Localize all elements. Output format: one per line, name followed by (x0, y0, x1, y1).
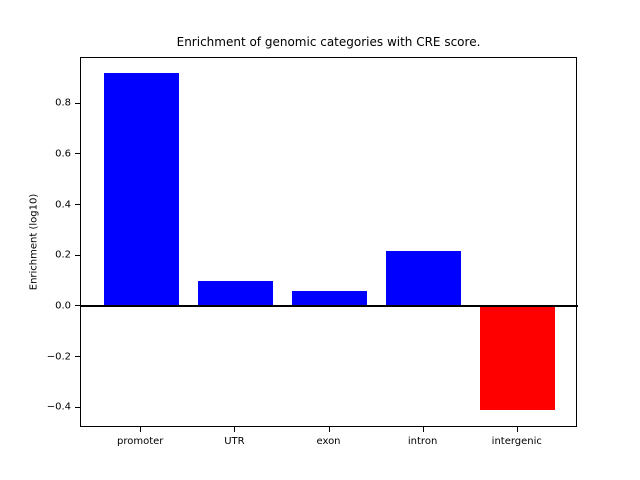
y-tick-mark (75, 153, 80, 155)
x-tick-label-intergenic: intergenic (491, 436, 542, 447)
x-tick-mark (516, 427, 518, 432)
x-tick-label-promoter: promoter (116, 436, 164, 447)
x-tick-label-exon: exon (316, 436, 341, 447)
y-tick-mark (75, 356, 80, 357)
bar-intergenic (480, 306, 556, 411)
y-tick-mark (75, 204, 80, 205)
y-tick-label: 0.2 (55, 249, 71, 261)
x-tick-label-intron: intron (407, 436, 438, 447)
y-tick-mark (75, 305, 80, 307)
x-tick-mark (234, 427, 236, 432)
bar-UTR (197, 281, 273, 307)
x-tick-mark (422, 427, 424, 432)
bar-intron (386, 250, 462, 307)
bar-promoter (103, 73, 179, 307)
y-tick-label: 0.0 (55, 300, 71, 312)
y-tick-mark (75, 102, 80, 104)
y-tick-label: 0.8 (55, 97, 71, 109)
x-tick-label-UTR: UTR (224, 436, 245, 447)
y-tick-label: 0.4 (55, 199, 71, 210)
bar-exon (291, 291, 368, 307)
y-tick-label: −0.4 (46, 401, 71, 413)
y-tick-label: 0.6 (55, 148, 71, 160)
chart-title: Enrichment of genomic categories with CR… (176, 35, 481, 49)
y-tick-mark (75, 406, 80, 408)
plot-area (80, 57, 578, 427)
x-tick-mark (140, 427, 142, 432)
y-tick-mark (75, 254, 80, 256)
x-tick-mark (328, 427, 330, 432)
zero-line (81, 305, 578, 308)
y-tick-label: −0.2 (46, 351, 71, 362)
